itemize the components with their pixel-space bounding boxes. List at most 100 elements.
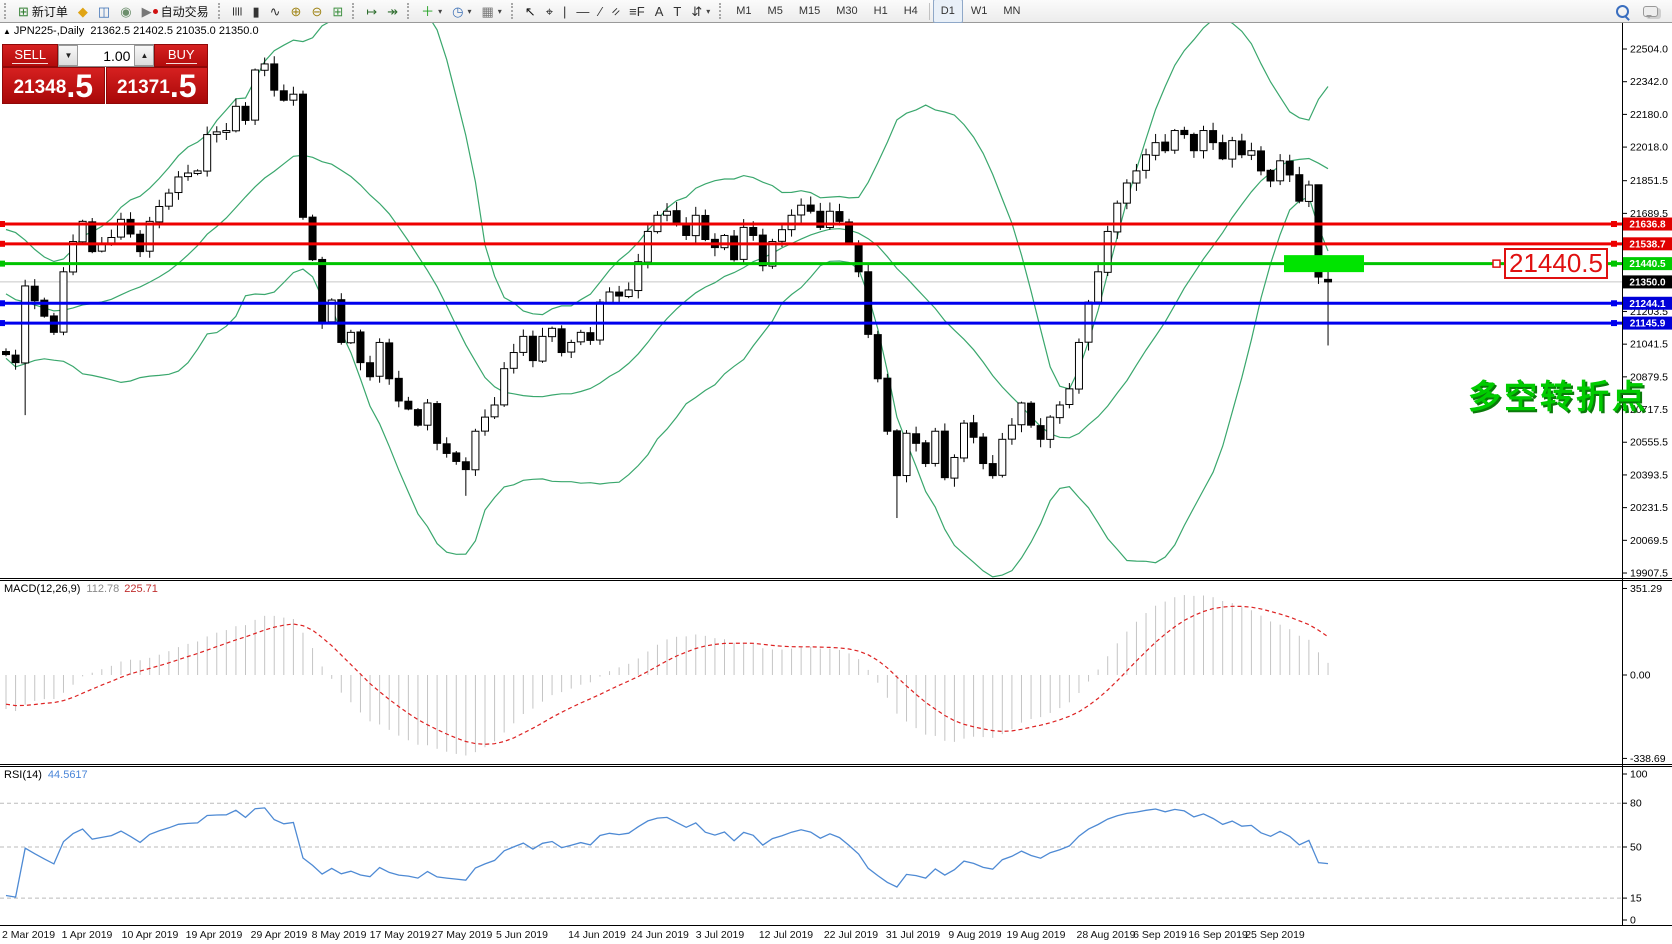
volume-stepper: ▼ ▲ <box>58 44 155 67</box>
tf-m30[interactable]: M30 <box>836 5 858 17</box>
profiles-icon: ◫ <box>97 3 111 19</box>
price-chart[interactable]: 22504.0 22342.0 22180.0 22018.0 21851.5 21689… <box>0 22 1672 944</box>
volume-decrease-button[interactable]: ▼ <box>58 45 79 66</box>
hline-button[interactable]: — <box>571 0 594 22</box>
svg-text:100: 100 <box>1630 769 1648 781</box>
bollinger-bands <box>5 23 1329 578</box>
date-label: 2 Mar 2019 <box>2 929 55 941</box>
new-order-button[interactable]: ⊞ 新订单 <box>13 0 73 22</box>
date-label: 1 Apr 2019 <box>62 929 113 941</box>
green-highlight-box[interactable] <box>1284 255 1364 273</box>
chevron-down-icon[interactable]: ▾ <box>467 6 472 16</box>
rsi-line <box>5 807 1329 898</box>
tile-windows-icon: ⊞ <box>332 3 344 19</box>
toolbar-grip <box>352 3 358 19</box>
svg-text:21851.5: 21851.5 <box>1630 175 1668 187</box>
text-label-icon: T <box>673 3 682 19</box>
macd-signal-line <box>5 605 1329 745</box>
buy-price-display[interactable]: 21371.5 <box>105 67 208 104</box>
sell-price-display[interactable]: 21348.5 <box>2 67 105 104</box>
crosshair-button[interactable]: ⌖ <box>541 0 558 22</box>
buy-button[interactable]: BUY <box>154 44 208 67</box>
vertical-line-icon: | <box>563 3 567 19</box>
collapse-arrow-icon[interactable]: ▲ <box>3 27 11 36</box>
templates-button[interactable]: ▦ ▾ <box>476 0 506 22</box>
candle-chart-button[interactable]: ▮ <box>247 0 264 22</box>
cursor-button[interactable]: ↖ <box>520 0 541 22</box>
symbol-header: ▲ JPN225-,Daily 21362.5 21402.5 21035.0 2… <box>3 25 259 37</box>
date-label: 12 Jul 2019 <box>759 929 813 941</box>
bollinger-lower-band <box>5 196 1329 578</box>
status-dot-icon <box>152 8 158 14</box>
profiles-button[interactable]: ◫ <box>93 0 115 22</box>
svg-text:50: 50 <box>1630 842 1642 854</box>
axis-price-chip <box>1623 257 1672 271</box>
line-chart-button[interactable]: ∿ <box>265 0 286 22</box>
tf-mn[interactable]: MN <box>1003 5 1021 17</box>
date-label: 16 Sep 2019 <box>1188 929 1248 941</box>
tf-w1[interactable]: W1 <box>970 5 988 17</box>
tf-m1[interactable]: M1 <box>736 5 752 17</box>
text-icon: A <box>654 3 664 19</box>
zoom-in-button[interactable]: ⊕ <box>286 0 307 22</box>
zoom-out-icon: ⊖ <box>311 3 323 19</box>
bar-chart-button[interactable]: ≣ <box>227 0 248 22</box>
auto-scroll-button[interactable]: ↦ <box>361 0 382 22</box>
svg-text:0.00: 0.00 <box>1630 670 1651 682</box>
indicators-button[interactable]: ＋ ▾ <box>416 0 447 22</box>
volume-increase-button[interactable]: ▲ <box>134 45 155 66</box>
text-button[interactable]: A <box>650 0 669 22</box>
periods-button[interactable]: ◷ ▾ <box>447 0 476 22</box>
tf-h4[interactable]: H4 <box>903 5 918 17</box>
chevron-down-icon[interactable]: ▾ <box>438 6 443 16</box>
axis-price-chip <box>1623 275 1672 289</box>
volume-input[interactable] <box>78 45 135 66</box>
fibonacci-icon: ≡F <box>629 3 645 19</box>
symbol-name: JPN225-,Daily <box>13 25 85 37</box>
price-callout-label[interactable]: 21440.5 <box>1504 248 1608 279</box>
label-button[interactable]: T <box>668 0 686 22</box>
tf-d1[interactable]: D1 <box>932 0 963 23</box>
vline-button[interactable]: | <box>558 0 571 22</box>
chevron-down-icon[interactable]: ▾ <box>497 6 502 16</box>
svg-text:22342.0: 22342.0 <box>1630 76 1668 88</box>
sell-button[interactable]: SELL <box>2 44 59 67</box>
channel-button[interactable]: = <box>607 0 625 22</box>
date-label: 22 Jul 2019 <box>824 929 878 941</box>
search-icon[interactable] <box>1616 4 1629 18</box>
crosshair-icon: ⌖ <box>545 3 554 19</box>
arrows-icon: ⇵ <box>691 3 703 19</box>
toolbar-grip <box>510 3 517 19</box>
svg-text:22504.0: 22504.0 <box>1630 44 1668 56</box>
new-chart-button[interactable]: ◆ <box>73 0 93 22</box>
chat-icon[interactable] <box>1643 5 1658 18</box>
chevron-down-icon[interactable]: ▾ <box>706 6 711 16</box>
macd-histogram <box>5 595 1329 756</box>
svg-text:21041.5: 21041.5 <box>1630 339 1668 351</box>
tf-m5[interactable]: M5 <box>767 5 783 17</box>
cursor-icon: ↖ <box>524 3 536 19</box>
turning-point-note[interactable]: 多空转折点 <box>1468 378 1648 415</box>
horizontal-line-icon: — <box>576 3 590 19</box>
auto-trading-button[interactable]: ▶ 自动交易 <box>137 0 214 22</box>
new-chart-icon: ◆ <box>77 3 88 19</box>
tile-windows-button[interactable]: ⊞ <box>327 0 348 22</box>
svg-text:22180.0: 22180.0 <box>1630 109 1668 121</box>
tf-h1[interactable]: H1 <box>873 5 888 17</box>
network-button[interactable]: ◉ <box>115 0 136 22</box>
chart-shift-icon: ↠ <box>387 3 399 19</box>
axis-price-chip <box>1623 237 1672 251</box>
tf-m15[interactable]: M15 <box>798 5 821 17</box>
trendline-button[interactable]: ∕ <box>594 0 606 22</box>
svg-text:80: 80 <box>1630 798 1642 810</box>
chart-shift-button[interactable]: ↠ <box>382 0 403 22</box>
toolbar-grip <box>719 3 725 19</box>
svg-text:20069.5: 20069.5 <box>1630 535 1668 547</box>
fibonacci-button[interactable]: ≡F <box>624 0 650 22</box>
network-icon: ◉ <box>120 3 132 19</box>
date-label: 28 Aug 2019 <box>1077 929 1136 941</box>
arrows-button[interactable]: ⇵ ▾ <box>686 0 715 22</box>
callout-anchor-handle[interactable] <box>1492 259 1501 268</box>
zoom-out-button[interactable]: ⊖ <box>306 0 327 22</box>
axis-price-chip <box>1623 217 1672 231</box>
